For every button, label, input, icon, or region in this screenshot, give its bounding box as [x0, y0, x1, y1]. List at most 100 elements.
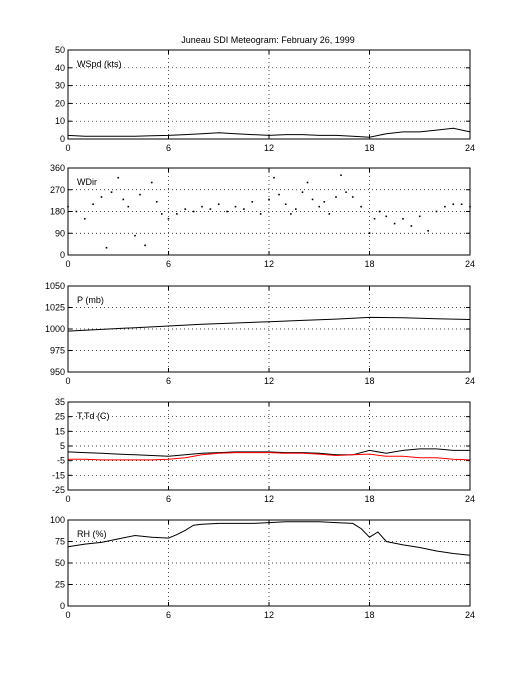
data-point [134, 234, 136, 237]
x-tick-label: 18 [364, 259, 374, 269]
x-tick-label: 6 [166, 259, 171, 269]
data-point [278, 193, 280, 196]
data-point [311, 198, 314, 201]
series-line-0 [67, 521, 471, 556]
y-tick-label: 950 [50, 367, 65, 377]
data-point [318, 205, 321, 208]
data-point [243, 208, 245, 210]
x-tick-label: 24 [465, 259, 475, 269]
y-tick-label: 100 [50, 515, 65, 525]
y-tick-label: 360 [50, 163, 65, 173]
y-tick-label: 180 [50, 207, 65, 217]
y-tick-label: 75 [55, 537, 65, 547]
panel-label: WDir [77, 177, 97, 187]
data-point [410, 225, 413, 227]
data-point [295, 208, 297, 210]
data-point [75, 210, 78, 213]
y-tick-label: 20 [55, 98, 65, 108]
data-point [234, 205, 237, 208]
x-tick-label: 18 [364, 143, 374, 153]
y-tick-label: 5 [60, 441, 65, 451]
data-point [100, 196, 103, 198]
series-line-0 [67, 316, 471, 332]
x-tick-label: 12 [264, 376, 274, 386]
y-tick-label: 15 [55, 426, 65, 436]
data-point [192, 210, 195, 213]
series-line-1 [68, 452, 471, 461]
y-tick-label: 35 [55, 397, 65, 407]
plot-frame [67, 167, 471, 256]
x-tick-label: 0 [65, 376, 70, 386]
data-point [117, 176, 120, 179]
data-point [444, 205, 446, 208]
x-tick-label: 24 [465, 376, 475, 386]
y-tick-label: 1000 [45, 324, 65, 334]
y-tick-label: 10 [55, 116, 65, 126]
data-point [427, 230, 429, 232]
panel-3: 0 6 12 18 24 -25 -15 -5 5 15 25 35 T,Td (C) [52, 397, 475, 504]
data-point [418, 215, 421, 218]
y-tick-label: 25 [55, 580, 65, 590]
y-tick-label: 25 [55, 412, 65, 422]
data-point [328, 213, 331, 215]
plot-frame [67, 401, 471, 491]
y-tick-label: 0 [60, 134, 65, 144]
data-point [284, 203, 287, 206]
data-point [452, 203, 455, 206]
x-tick-label: 24 [465, 494, 475, 504]
plot-frame [67, 49, 471, 140]
x-tick-label: 12 [264, 610, 274, 620]
data-point [268, 198, 270, 201]
data-point [167, 217, 170, 220]
data-point [345, 191, 347, 193]
x-tick-label: 18 [364, 376, 374, 386]
panel-label: WSpd (kts) [77, 59, 122, 69]
data-point [122, 198, 125, 201]
y-tick-label: 1025 [45, 303, 65, 313]
data-point [323, 201, 326, 203]
y-tick-label: 50 [55, 45, 65, 55]
panel-2: 0 6 12 18 24 950 975 1000 1025 1050 P (mb) [45, 281, 475, 386]
panel-4: 0 6 12 18 24 0 25 50 75 100 RH (%) [50, 515, 475, 620]
x-tick-label: 18 [364, 610, 374, 620]
figure-title: Juneau SDI Meteogram: February 26, 1999 [181, 35, 355, 45]
y-tick-label: 30 [55, 81, 65, 91]
data-point [144, 244, 146, 247]
data-point [393, 222, 396, 225]
data-point [176, 213, 178, 215]
data-point [378, 210, 381, 213]
data-point [460, 203, 463, 206]
y-tick-label: -15 [52, 470, 65, 480]
y-tick-label: -25 [52, 485, 65, 495]
series-line-0 [67, 448, 470, 457]
data-point [306, 181, 309, 184]
data-point [360, 205, 362, 208]
data-point [251, 201, 254, 203]
plot-frame [67, 519, 471, 607]
data-point [92, 203, 94, 206]
data-point [127, 205, 130, 208]
data-point [110, 191, 113, 193]
data-point [226, 210, 228, 213]
x-tick-label: 6 [166, 376, 171, 386]
y-tick-label: 40 [55, 63, 65, 73]
data-point [368, 232, 371, 235]
x-tick-label: 24 [465, 610, 475, 620]
data-point [201, 205, 203, 208]
y-tick-label: 0 [60, 601, 65, 611]
y-tick-label: 50 [55, 558, 65, 568]
panel-1: 0 6 12 18 24 0 90 180 270 360 WDir [50, 163, 475, 269]
data-point [340, 174, 342, 177]
data-point [217, 203, 220, 206]
panel-label: RH (%) [77, 529, 107, 539]
data-point [259, 213, 262, 215]
y-tick-label: -5 [57, 456, 65, 466]
series-line-0 [67, 127, 471, 138]
x-tick-label: 12 [264, 143, 274, 153]
data-point [435, 210, 438, 213]
x-tick-label: 6 [166, 610, 171, 620]
y-tick-label: 0 [60, 250, 65, 260]
data-point [105, 246, 108, 249]
